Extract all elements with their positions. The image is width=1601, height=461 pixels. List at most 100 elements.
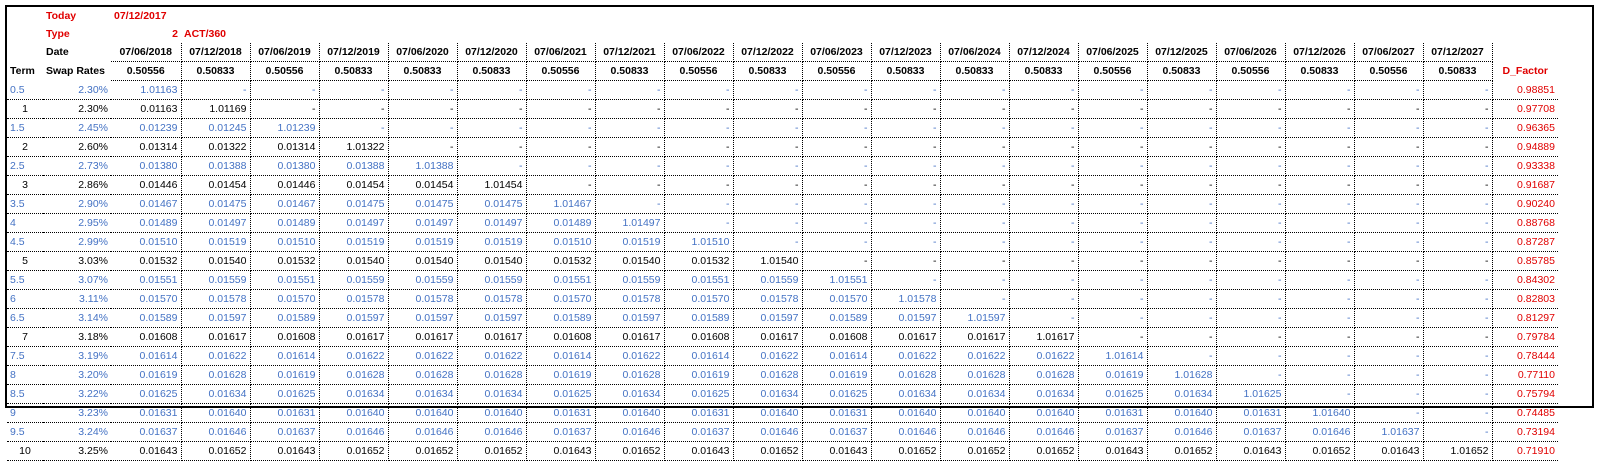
year-fraction-cell[interactable]: 0.50833 (457, 61, 527, 81)
empty-cell[interactable]: - (733, 137, 803, 157)
cashflow-cell[interactable]: 0.01454 (388, 175, 458, 195)
empty-cell[interactable]: - (1423, 156, 1493, 176)
empty-cell[interactable]: - (1009, 99, 1079, 119)
term-cell[interactable]: 2 (7, 137, 43, 157)
cashflow-cell[interactable]: 0.01597 (319, 308, 389, 328)
empty-cell[interactable]: - (1423, 175, 1493, 195)
cashflow-cell[interactable]: 0.01646 (940, 422, 1010, 442)
empty-cell[interactable]: - (595, 175, 665, 195)
cashflow-cell[interactable]: 0.01617 (940, 327, 1010, 347)
empty-cell[interactable]: - (1078, 232, 1148, 252)
empty-cell[interactable]: - (1078, 251, 1148, 271)
cashflow-cell[interactable]: 0.01646 (319, 422, 389, 442)
cashflow-cell[interactable]: 0.01634 (1147, 384, 1217, 404)
year-fraction-cell[interactable]: 0.50556 (664, 61, 734, 81)
empty-cell[interactable]: - (940, 232, 1010, 252)
cashflow-cell[interactable]: 0.01640 (733, 403, 803, 423)
cashflow-cell[interactable]: 0.01628 (319, 365, 389, 385)
dfactor-cell[interactable]: 0.71910 (1492, 441, 1558, 461)
cashflow-cell[interactable]: 0.01540 (388, 251, 458, 271)
empty-cell[interactable]: - (733, 175, 803, 195)
cashflow-cell[interactable]: 1.01510 (664, 232, 734, 252)
dfactor-cell[interactable]: 0.87287 (1492, 232, 1558, 252)
term-cell[interactable]: 6 (7, 289, 43, 309)
cashflow-cell[interactable]: 0.01314 (250, 137, 320, 157)
cashflow-cell[interactable]: 0.01446 (111, 175, 182, 195)
empty-cell[interactable]: - (1354, 308, 1424, 328)
cashflow-cell[interactable]: 0.01619 (664, 365, 734, 385)
empty-cell[interactable]: - (1216, 289, 1286, 309)
swap-rate-cell[interactable]: 2.30% (43, 99, 111, 119)
empty-cell[interactable]: - (595, 99, 665, 119)
cashflow-cell[interactable]: 0.01597 (181, 308, 251, 328)
empty-cell[interactable]: - (1216, 213, 1286, 233)
empty-cell[interactable]: - (1216, 346, 1286, 366)
term-cell[interactable]: 7.5 (7, 346, 43, 366)
cashflow-cell[interactable]: 0.01634 (457, 384, 527, 404)
empty-cell[interactable]: - (871, 175, 941, 195)
empty-cell[interactable]: - (1078, 308, 1148, 328)
cashflow-cell[interactable]: 0.01497 (457, 213, 527, 233)
cashflow-cell[interactable]: 0.01619 (250, 365, 320, 385)
empty-cell[interactable]: - (1147, 80, 1217, 100)
swap-rate-cell[interactable]: 2.60% (43, 137, 111, 157)
cashflow-cell[interactable]: 0.01622 (181, 346, 251, 366)
empty-cell[interactable]: - (1354, 118, 1424, 138)
empty-cell[interactable]: - (664, 99, 734, 119)
empty-cell[interactable]: - (871, 251, 941, 271)
term-cell[interactable]: 5 (7, 251, 43, 271)
empty-cell[interactable]: - (388, 118, 458, 138)
cashflow-cell[interactable]: 0.01637 (802, 422, 872, 442)
year-fraction-cell[interactable]: 0.50556 (250, 61, 320, 81)
year-fraction-cell[interactable]: 0.50556 (1216, 61, 1286, 81)
cashflow-cell[interactable]: 0.01619 (526, 365, 596, 385)
date-column-header[interactable]: 07/06/2022 (664, 43, 734, 62)
empty-cell[interactable]: - (1423, 137, 1493, 157)
year-fraction-cell[interactable]: 0.50556 (111, 61, 182, 81)
empty-cell[interactable]: - (940, 175, 1010, 195)
empty-cell[interactable]: - (871, 232, 941, 252)
cashflow-cell[interactable]: 0.01519 (595, 232, 665, 252)
date-column-header[interactable]: 07/12/2018 (181, 43, 251, 62)
empty-cell[interactable]: - (802, 194, 872, 214)
empty-cell[interactable]: - (1423, 118, 1493, 138)
empty-cell[interactable]: - (1423, 251, 1493, 271)
cashflow-cell[interactable]: 0.01519 (319, 232, 389, 252)
empty-cell[interactable]: - (664, 175, 734, 195)
cashflow-cell[interactable]: 0.01532 (111, 251, 182, 271)
cashflow-cell[interactable]: 0.01622 (940, 346, 1010, 366)
day-count-basis[interactable]: ACT/360 (184, 28, 227, 40)
cashflow-cell[interactable]: 0.01551 (111, 270, 182, 290)
dfactor-cell[interactable]: 0.88768 (1492, 213, 1558, 233)
year-fraction-cell[interactable]: 0.50833 (595, 61, 665, 81)
cashflow-cell[interactable]: 1.01388 (388, 156, 458, 176)
empty-cell[interactable]: - (940, 194, 1010, 214)
term-cell[interactable]: 2.5 (7, 156, 43, 176)
empty-cell[interactable]: - (1354, 365, 1424, 385)
empty-cell[interactable]: - (1354, 346, 1424, 366)
empty-cell[interactable]: - (733, 194, 803, 214)
empty-cell[interactable]: - (664, 118, 734, 138)
empty-cell[interactable]: - (1216, 118, 1286, 138)
empty-cell[interactable]: - (1009, 232, 1079, 252)
empty-cell[interactable]: - (1147, 213, 1217, 233)
cashflow-cell[interactable]: 0.01646 (457, 422, 527, 442)
swap-rate-cell[interactable]: 3.20% (43, 365, 111, 385)
dfactor-cell[interactable]: 0.90240 (1492, 194, 1558, 214)
empty-cell[interactable]: - (1216, 99, 1286, 119)
date-column-header[interactable]: 07/12/2023 (871, 43, 941, 62)
empty-cell[interactable]: - (802, 213, 872, 233)
empty-cell[interactable]: - (1078, 213, 1148, 233)
cashflow-cell[interactable]: 0.01608 (802, 327, 872, 347)
dfactor-cell[interactable]: 0.91687 (1492, 175, 1558, 195)
cashflow-cell[interactable]: 0.01640 (388, 403, 458, 423)
term-cell[interactable]: 9.5 (7, 422, 43, 442)
dfactor-cell[interactable]: 0.79784 (1492, 327, 1558, 347)
term-cell[interactable]: 3.5 (7, 194, 43, 214)
empty-cell[interactable]: - (1147, 251, 1217, 271)
empty-cell[interactable]: - (1354, 232, 1424, 252)
cashflow-cell[interactable]: 0.01652 (940, 441, 1010, 461)
dfactor-cell[interactable]: 0.73194 (1492, 422, 1558, 442)
cashflow-cell[interactable]: 0.01625 (526, 384, 596, 404)
cashflow-cell[interactable]: 0.01622 (1009, 346, 1079, 366)
